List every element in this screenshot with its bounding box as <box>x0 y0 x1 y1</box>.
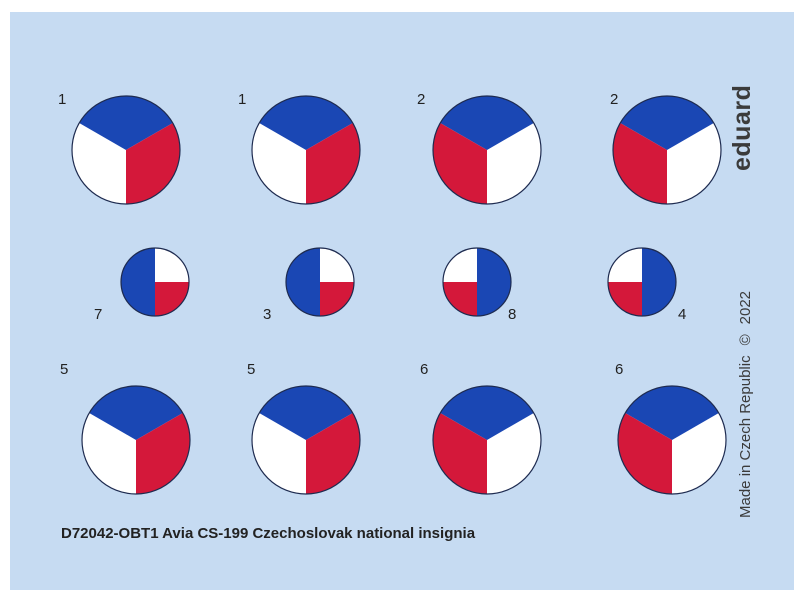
insignia-number: 2 <box>610 91 619 108</box>
roundel-blue-segment <box>79 95 173 150</box>
roundel-red-segment <box>306 413 361 494</box>
insignia-roundel <box>285 247 355 317</box>
roundel-outline <box>120 247 190 317</box>
roundel-red-segment <box>126 123 181 204</box>
insignia-roundel <box>71 95 181 205</box>
roundel-red-segment <box>432 413 487 494</box>
sheet-caption: D72042-OBT1 Avia CS-199 Czechoslovak nat… <box>61 525 476 542</box>
copyright-symbol: © <box>737 334 754 346</box>
roundel-outline <box>607 247 677 317</box>
insignia-roundel <box>607 247 677 317</box>
insignia-number: 7 <box>94 306 103 323</box>
roundel-red-segment <box>608 282 642 316</box>
insignia-number: 3 <box>263 306 272 323</box>
insignia-roundel <box>432 95 542 205</box>
roundel-outline <box>81 385 191 495</box>
roundel-outline <box>432 385 542 495</box>
roundel-blue-segment <box>620 95 714 150</box>
insignia-roundel <box>251 95 361 205</box>
decal-sheet: 1 1 2 2 7 3 8 4 5 5 6 6 D72042-OBT1 Avia CS-199 Cze… <box>10 12 794 590</box>
roundel-blue-segment <box>259 385 353 440</box>
roundel-outline <box>442 247 512 317</box>
insignia-number: 4 <box>678 306 687 323</box>
roundel-red-segment <box>617 413 672 494</box>
origin-line: Made in Czech Republic © 2022 <box>737 281 754 518</box>
roundel-red-segment <box>443 282 477 316</box>
insignia-roundel <box>251 385 361 495</box>
insignia-number: 8 <box>508 306 517 323</box>
roundel-outline <box>251 95 361 205</box>
roundel-blue-segment <box>121 248 155 316</box>
insignia-roundel <box>617 385 727 495</box>
insignia-roundel <box>120 247 190 317</box>
roundel-blue-segment <box>286 248 320 316</box>
roundel-blue-segment <box>625 385 719 440</box>
roundel-outline <box>251 385 361 495</box>
insignia-number: 2 <box>417 91 426 108</box>
insignia-layer <box>71 95 727 495</box>
roundel-red-segment <box>136 413 191 494</box>
made-in-text: Made in Czech Republic <box>737 355 754 518</box>
roundel-red-segment <box>612 123 667 204</box>
roundel-blue-segment <box>440 385 534 440</box>
roundel-blue-segment <box>89 385 183 440</box>
roundel-red-segment <box>320 282 354 316</box>
roundel-outline <box>612 95 722 205</box>
insignia-roundel <box>432 385 542 495</box>
brand-logo: eduard <box>728 84 756 171</box>
insignia-number: 1 <box>238 91 247 108</box>
insignia-number: 6 <box>615 361 624 378</box>
roundel-outline <box>71 95 181 205</box>
insignia-number: 5 <box>247 361 256 378</box>
insignia-number: 6 <box>420 361 429 378</box>
roundel-red-segment <box>432 123 487 205</box>
insignia-roundel <box>81 385 191 495</box>
insignia-roundel <box>612 95 722 205</box>
insignia-number: 1 <box>58 91 67 108</box>
insignia-number: 5 <box>60 361 69 378</box>
insignia-roundel <box>442 247 512 317</box>
roundel-red-segment <box>155 282 189 316</box>
copyright-year: 2022 <box>737 290 754 325</box>
roundel-outline <box>617 385 727 495</box>
roundel-red-segment <box>306 123 361 204</box>
roundel-blue-segment <box>440 95 534 150</box>
roundel-blue-segment <box>477 248 511 316</box>
roundel-blue-segment <box>259 95 353 150</box>
roundel-outline <box>432 95 542 205</box>
roundel-blue-segment <box>642 248 676 316</box>
roundel-outline <box>285 247 355 317</box>
